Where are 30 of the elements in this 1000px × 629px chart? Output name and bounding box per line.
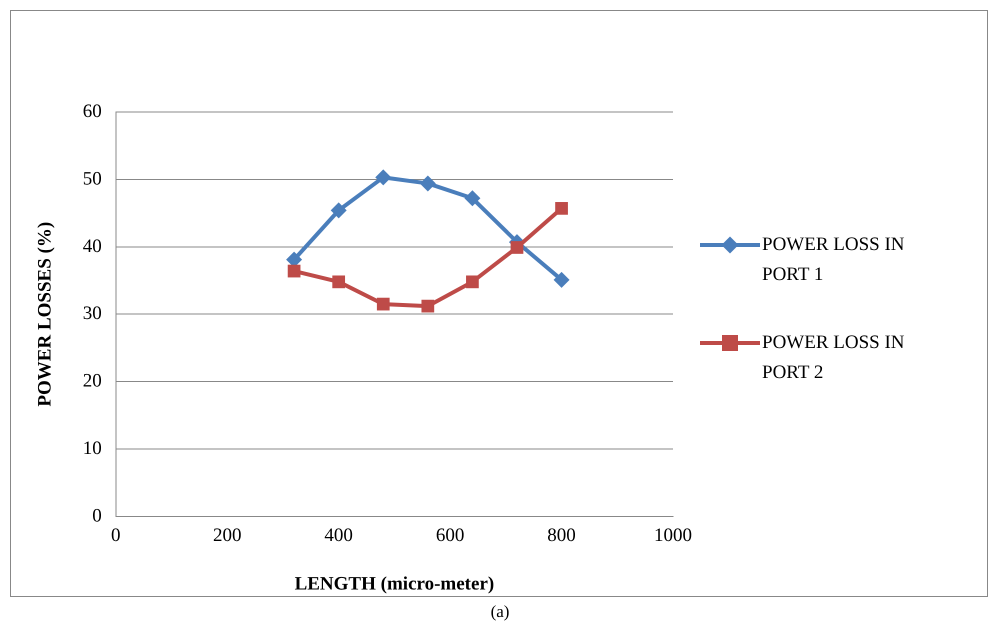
y-tick-label: 0 <box>92 505 102 526</box>
point <box>510 241 524 254</box>
y-tick-label: 40 <box>82 236 102 257</box>
point <box>421 300 434 312</box>
text: (a) <box>490 602 510 622</box>
y-tick-label: 60 <box>82 100 102 122</box>
legend-label: POWER LOSS IN PORT 2 <box>762 331 906 385</box>
point <box>554 272 570 288</box>
point <box>464 190 480 206</box>
x-tick-label: 0 <box>111 524 121 546</box>
point <box>332 275 346 288</box>
y-tick-label: 20 <box>82 370 102 392</box>
point <box>288 264 300 278</box>
x-axis-title: LENGTH (micro-meter) <box>294 574 494 595</box>
point <box>466 275 479 288</box>
y-tick-label: 50 <box>82 168 102 190</box>
x-tick-label: 800 <box>547 524 576 546</box>
point <box>420 175 436 192</box>
x-tick-label: 400 <box>324 524 353 546</box>
point <box>375 169 392 186</box>
x-tick-label: 600 <box>436 524 464 546</box>
point <box>376 298 390 310</box>
y-axis-title: POWER LOSSES (%) <box>34 222 56 407</box>
point <box>555 202 568 215</box>
x-tick-label: 1000 <box>654 524 692 546</box>
x-tick-label: 200 <box>212 524 242 546</box>
y-tick-label: 30 <box>82 303 102 324</box>
point <box>330 202 347 218</box>
y-tick-label: 10 <box>82 438 102 459</box>
legend-label: POWER LOSS IN PORT 1 <box>762 233 906 287</box>
